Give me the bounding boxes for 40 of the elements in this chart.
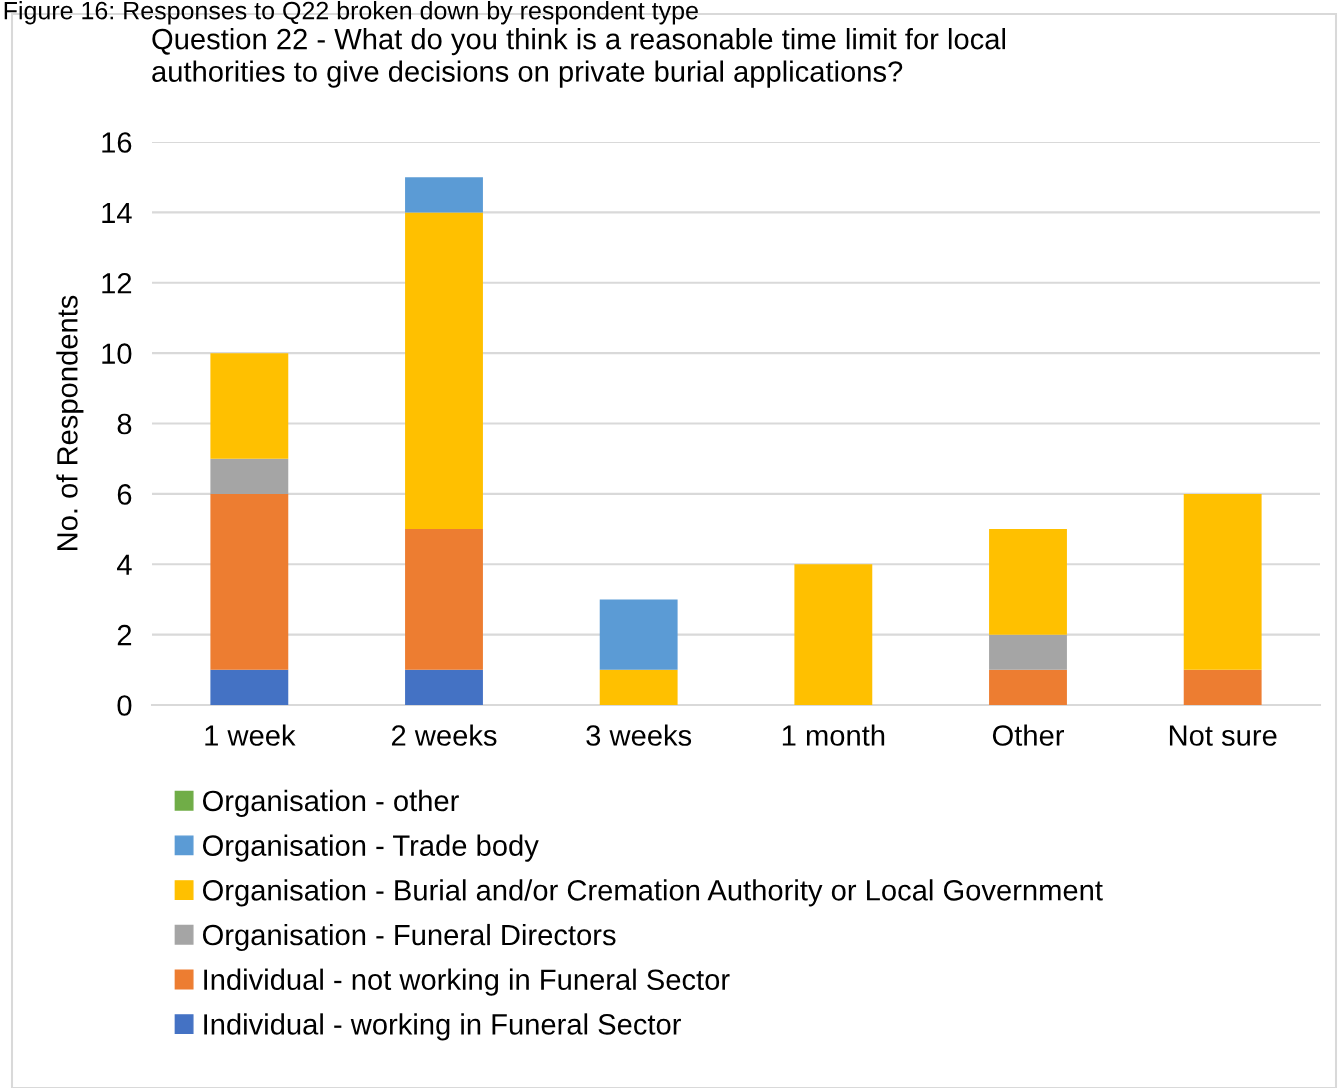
y-tick-label: 0: [117, 695, 132, 716]
legend-label: Organisation - Trade body: [202, 834, 539, 862]
bar: [1183, 493, 1262, 670]
y-tick-label: 16: [102, 132, 132, 153]
bar: [210, 458, 289, 494]
chart-title: Question 22 - What do you think is a reasonable time limit for local authorities to give decisions on private burial applications?: [152, 28, 1006, 88]
y-axis-title: No. of Respondents: [56, 295, 84, 550]
bar: [989, 529, 1067, 635]
bar: [405, 212, 483, 530]
bar: [1183, 669, 1262, 705]
y-tick-label: 2: [117, 624, 132, 646]
bar: [794, 564, 873, 705]
legend-label: Individual - working in Funeral Sector: [204, 1013, 681, 1041]
y-tick-label: 12: [102, 272, 132, 294]
bar: [210, 353, 289, 459]
bar: [405, 177, 483, 213]
bar: [989, 669, 1067, 705]
bar: [599, 599, 678, 670]
bar: [599, 669, 678, 705]
legend-label: Organisation - Funeral Directors: [202, 923, 616, 952]
bar: [210, 669, 289, 705]
y-tick-label: 10: [102, 343, 132, 364]
caption: Figure 16: Responses to Q22 broken down by respondent type: [4, 1, 698, 25]
y-tick-label: 6: [117, 484, 132, 505]
bar: [210, 493, 289, 670]
x-tick-label: 2 weeks: [391, 724, 497, 746]
legend-label: Individual - not working in Funeral Sector: [204, 968, 730, 996]
x-tick-label: 1 week: [205, 724, 296, 746]
y-tick-label: 8: [117, 413, 132, 435]
x-tick-label: 3 weeks: [586, 724, 692, 746]
bar: [405, 669, 483, 705]
bar: [405, 529, 483, 670]
bar: [989, 634, 1067, 670]
x-tick-label: Not sure: [1169, 725, 1277, 746]
x-tick-label: Other: [992, 724, 1064, 746]
x-tick-label: 1 month: [782, 724, 885, 746]
y-tick-label: 4: [117, 554, 132, 575]
legend-label: Organisation - other: [202, 789, 459, 818]
legend-label: Organisation - Burial and/or Cremation Authority or Local Government: [202, 879, 1103, 907]
y-tick-label: 14: [102, 202, 132, 223]
